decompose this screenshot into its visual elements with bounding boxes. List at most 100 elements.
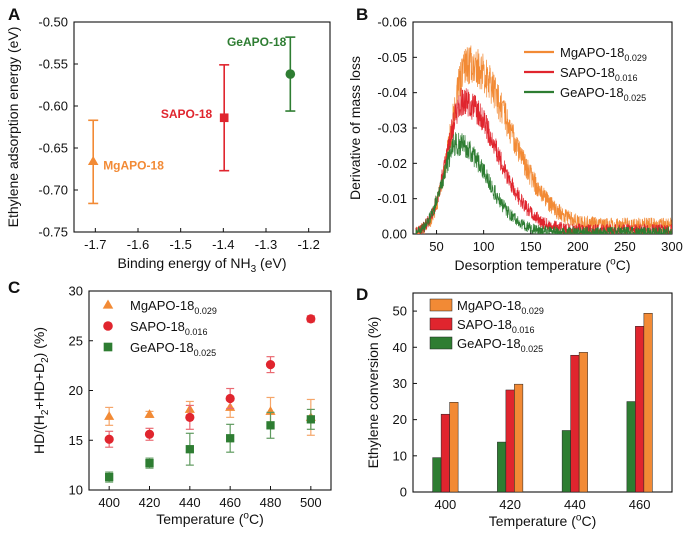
legend-label-part: 0.029	[194, 306, 217, 316]
panel-a-y-tick-label: -0.75	[38, 225, 68, 240]
legend-label-part: 0.029	[521, 306, 544, 316]
panel-b-x-tick-label: 100	[473, 239, 495, 254]
legend-label-part: 0.025	[624, 93, 647, 103]
panel-b-xlabel-part: o	[610, 256, 616, 267]
legend-swatch	[429, 298, 453, 312]
panel-a-axes	[73, 21, 331, 233]
panel-d-x-tick-label: 420	[499, 497, 521, 512]
panel-a-xlabel-part: (eV)	[256, 255, 286, 271]
panel-d-y-tick-label: 30	[393, 376, 407, 391]
panel-b-x-tick-label: 250	[614, 239, 636, 254]
panel-a-y-tick-label: -0.70	[38, 183, 68, 198]
data-point	[185, 412, 195, 422]
legend-label: MgAPO-180.029	[130, 298, 217, 316]
panel-d-y-tick-label: 10	[393, 448, 407, 463]
panel-a: A -1.7 -1.6 -1.5 -1.4 -1.3 -1.2 -0.75 -0.70 -0.65…	[5, 5, 331, 275]
panel-b-series-sapo-18	[415, 87, 672, 234]
panel-a-ylabel: Ethylene adsorption energy (eV)	[5, 27, 21, 228]
data-point	[226, 434, 235, 443]
panel-d: D 0 10 20 30 40 50 Temperature (oC) Ethylene con…	[356, 285, 673, 529]
panel-c-ylabel-part: ) (%)	[31, 327, 47, 357]
panel-c-x-tick-label: 400	[98, 495, 120, 510]
panel-b-ylabel: Derivative of mass loss	[347, 56, 363, 200]
panel-b-y-tick-label: 0.00	[382, 227, 407, 242]
panel-b-x-tick-label: 200	[567, 239, 589, 254]
data-point	[105, 472, 114, 482]
panel-c-y-tick-label: 20	[69, 383, 83, 398]
panel-a-point-mgapo-18: MgAPO-18	[87, 119, 164, 205]
panel-a-x-tick-label: -1.3	[255, 237, 277, 252]
panel-c-y-tick-label: 30	[69, 284, 83, 299]
legend-label-part: MgAPO-18	[457, 298, 521, 313]
legend-label-part: MgAPO-18	[130, 298, 194, 313]
bar-mgapo-18-420	[514, 383, 524, 493]
data-point	[145, 458, 154, 468]
legend-marker	[102, 299, 114, 309]
panel-c-label: C	[8, 278, 20, 297]
panel-d-y-tick-label: 50	[393, 304, 407, 319]
legend-swatch	[429, 317, 453, 331]
bar-sapo-18-460	[635, 326, 645, 493]
panel-a-x-tick-label: -1.7	[84, 237, 106, 252]
panel-b-y-tick-label: -0.04	[377, 85, 407, 100]
panel-a-xlabel-part: 3	[251, 264, 257, 275]
legend-label-part: 0.025	[194, 348, 217, 358]
bar-sapo-18-400	[440, 413, 450, 493]
panel-c-y-tick-label: 25	[69, 333, 83, 348]
panel-d-xlabel-part: Temperature (	[489, 513, 576, 529]
panel-b-x-tick-label: 50	[429, 239, 443, 254]
panel-a-x-tick-label: -1.6	[127, 237, 149, 252]
panel-c: C 400 420 440 460 480 500 10 15 20 25 30 Temperature…	[8, 278, 332, 527]
panel-d-y-tick-label: 40	[393, 340, 407, 355]
panel-c-xlabel-part: Temperature (	[156, 511, 243, 527]
panel-b-x-tick-label: 300	[661, 239, 683, 254]
data-point	[87, 155, 99, 166]
legend-label: SAPO-180.016	[130, 319, 207, 337]
bar-geapo-18-400	[432, 457, 442, 493]
bar-sapo-18-440	[570, 354, 580, 493]
legend-label: MgAPO-180.029	[560, 45, 647, 63]
data-point	[144, 409, 155, 418]
data-point	[266, 421, 275, 430]
data-point	[306, 415, 315, 424]
legend-label-part: SAPO-18	[560, 65, 615, 80]
panel-d-xlabel-part: C)	[581, 513, 596, 529]
bar-mgapo-18-440	[578, 352, 588, 493]
panel-b-y-tick-label: -0.06	[377, 15, 407, 30]
legend-label: MgAPO-180.029	[457, 298, 544, 316]
point-label: MgAPO-18	[103, 158, 164, 172]
panel-c-x-tick-label: 500	[300, 495, 322, 510]
panel-b-xlabel: Desorption temperature (oC)	[455, 256, 631, 273]
bar-geapo-18-440	[561, 430, 571, 493]
bar-mgapo-18-460	[643, 313, 653, 493]
legend-label-part: 0.016	[615, 73, 638, 83]
bar-mgapo-18-400	[449, 402, 459, 493]
panel-d-y-tick-label: 0	[400, 485, 407, 500]
panel-c-x-tick-label: 440	[179, 495, 201, 510]
data-point	[219, 113, 229, 123]
panel-b: B 50 100 150 200 250 300 0.00 -0.01 -0.02 -0.03 -0.…	[347, 5, 683, 273]
legend-label: SAPO-180.016	[560, 65, 637, 83]
panel-a-y-tick-label: -0.60	[38, 99, 68, 114]
panel-d-xlabel: Temperature (oC)	[489, 512, 597, 529]
panel-b-y-tick-label: -0.02	[377, 156, 407, 171]
panel-d-x-tick-label: 440	[564, 497, 586, 512]
data-point	[225, 393, 235, 404]
legend-label: SAPO-180.016	[457, 317, 534, 335]
panel-c-y-tick-label: 15	[69, 433, 83, 448]
legend-label-part: SAPO-18	[130, 319, 185, 334]
legend-label-part: 0.016	[512, 325, 535, 335]
bar-geapo-18-420	[497, 441, 507, 493]
panel-c-x-tick-label: 480	[260, 495, 282, 510]
panel-c-series-mgapo-18	[104, 396, 316, 436]
panel-c-ylabel: HD/(H2+HD+D2) (%)	[31, 327, 51, 454]
point-label: SAPO-18	[161, 107, 213, 121]
panel-b-y-tick-label: -0.01	[377, 191, 407, 206]
panel-d-ylabel: Ethylene conversion (%)	[365, 317, 381, 469]
panel-a-point-geapo-18: GeAPO-18	[227, 35, 296, 112]
panel-c-xlabel-part: C)	[249, 511, 264, 527]
panel-b-series-geapo-18	[415, 132, 672, 234]
panel-d-x-tick-label: 460	[629, 497, 651, 512]
bar-geapo-18-460	[626, 401, 636, 493]
legend-label-part: 0.016	[185, 327, 208, 337]
